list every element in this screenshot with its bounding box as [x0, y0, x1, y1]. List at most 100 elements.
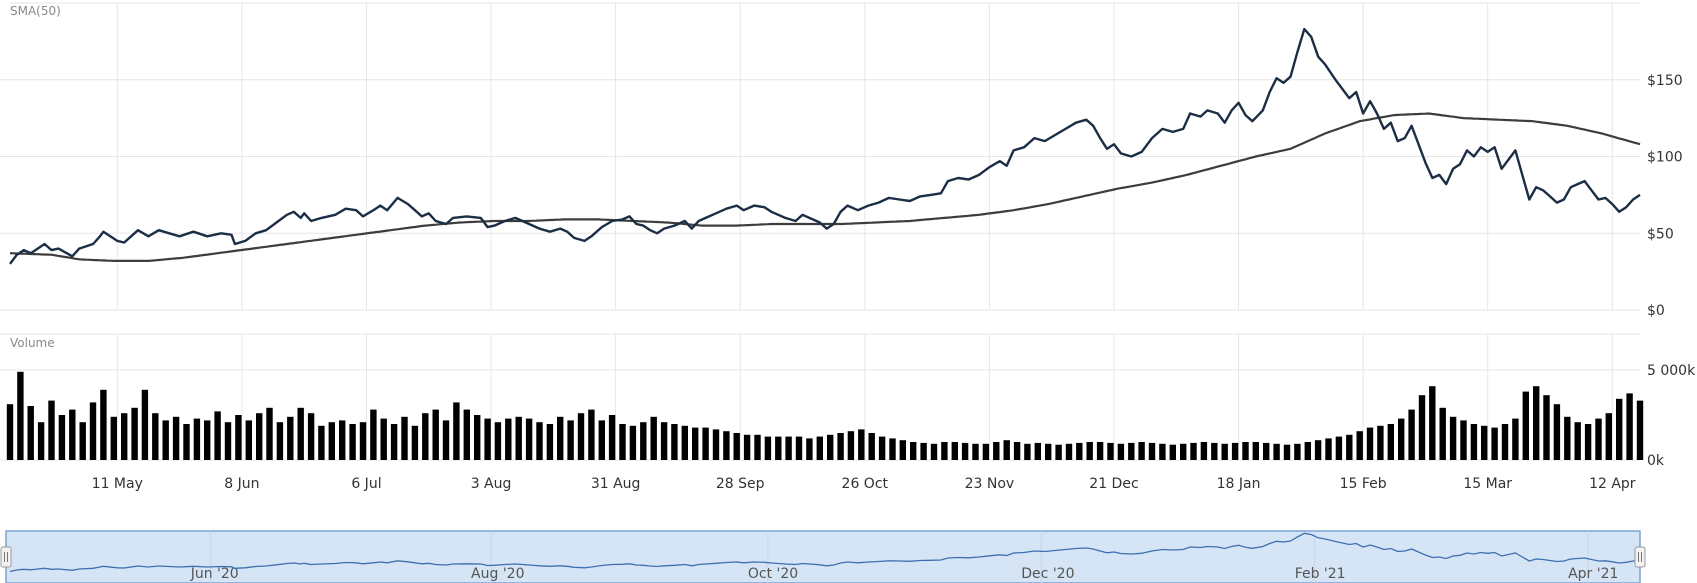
volume-bar	[1481, 425, 1488, 460]
volume-bar	[1180, 443, 1187, 460]
volume-bar	[1107, 442, 1114, 460]
volume-bar	[1449, 416, 1457, 460]
volume-bar	[1533, 386, 1540, 460]
volume-bar	[1273, 443, 1280, 460]
x-axis: 11 May 8 Jun 6 Jul 3 Aug 31 Aug 28 Sep 26 Oct 2…	[92, 476, 1636, 492]
volume-bar	[754, 434, 761, 460]
volume-bar	[1335, 436, 1343, 460]
x-tick-label: 8 Jun	[224, 476, 259, 492]
volume-bar	[702, 427, 709, 460]
volume-bar	[1055, 444, 1062, 460]
volume-bar	[48, 400, 55, 460]
volume-bar	[1377, 425, 1384, 460]
volume-bar	[256, 413, 263, 460]
volume-bar	[214, 411, 221, 460]
volume-bar	[245, 420, 252, 460]
x-tick-label: 12 Apr	[1589, 476, 1636, 492]
volume-bar	[1294, 443, 1301, 460]
x-tick-label: 11 May	[92, 476, 143, 492]
volume-bar	[827, 434, 834, 460]
volume-bar	[1024, 443, 1031, 460]
volume-bar	[1283, 444, 1291, 460]
volume-bar	[1065, 443, 1073, 460]
volume-bar	[297, 407, 304, 460]
volume-bar	[276, 422, 284, 460]
volume-bar	[505, 418, 512, 460]
volume-bar	[1076, 442, 1083, 460]
volume-bar	[235, 415, 242, 460]
volume-bar	[619, 424, 626, 460]
volume-bar	[1169, 444, 1176, 460]
volume-bar	[1522, 391, 1529, 460]
volume-bar	[961, 442, 969, 460]
volume-bar	[1346, 434, 1353, 460]
volume-bar	[131, 407, 138, 460]
volume-bar	[775, 436, 782, 460]
volume-bar	[1460, 420, 1467, 460]
volume-bar	[453, 402, 460, 460]
volume-bar	[795, 436, 803, 460]
volume-bar	[1034, 442, 1041, 460]
volume-bar	[1096, 442, 1104, 460]
volume-bar	[1356, 431, 1363, 460]
volume-bar	[69, 409, 76, 460]
volume-y-tick-label: 5 000k	[1647, 363, 1696, 379]
volume-bar	[1564, 416, 1571, 460]
volume-bar	[640, 422, 647, 460]
volume-bar	[1252, 442, 1259, 460]
volume-bar	[422, 413, 429, 460]
volume-bar	[121, 413, 128, 460]
volume-bar	[183, 424, 190, 460]
volume-bar	[484, 418, 491, 460]
price-y-axis: $0 $50 $100 $150	[1647, 73, 1683, 319]
volume-bar	[1574, 422, 1581, 460]
price-panel-grid	[0, 2, 1640, 311]
volume-bar	[1512, 418, 1519, 460]
volume-bar	[401, 416, 408, 460]
volume-bar	[816, 436, 823, 460]
volume-bar	[474, 415, 481, 460]
volume-bar	[110, 416, 117, 460]
volume-bar	[1616, 398, 1623, 460]
volume-bar	[920, 442, 927, 460]
volume-bar	[899, 440, 906, 460]
x-tick-label: 15 Mar	[1463, 476, 1512, 492]
volume-bar	[1605, 413, 1612, 460]
volume-bar	[889, 438, 896, 460]
volume-bar	[546, 424, 554, 460]
volume-bar	[1429, 386, 1436, 460]
volume-bar	[951, 442, 958, 460]
volume-bar	[1013, 442, 1021, 460]
navigator-window[interactable]	[5, 530, 1641, 583]
volume-bar	[266, 407, 273, 460]
x-tick-label: 21 Dec	[1089, 476, 1138, 492]
volume-bar	[1138, 442, 1145, 460]
navigator[interactable]: Jun '20 Aug '20 Oct '20 Dec '20 Feb '21 Apr '…	[0, 530, 1646, 583]
navigator-label: Jun '20	[190, 566, 239, 582]
navigator-right-handle[interactable]	[1634, 546, 1646, 568]
x-tick-label: 31 Aug	[591, 476, 641, 492]
volume-bar	[328, 422, 335, 460]
navigator-labels: Jun '20 Aug '20 Oct '20 Dec '20 Feb '21 Apr '…	[190, 531, 1618, 583]
volume-bar	[671, 424, 678, 460]
volume-bar	[6, 404, 14, 460]
volume-bar	[370, 409, 377, 460]
volume-bar	[1190, 442, 1197, 460]
volume-bar	[1543, 395, 1550, 460]
volume-bar	[1200, 442, 1208, 460]
volume-bar	[1221, 443, 1228, 460]
volume-bar	[764, 436, 772, 460]
volume-bar	[847, 431, 855, 460]
navigator-handle-grip	[1634, 546, 1646, 568]
volume-bar	[390, 424, 398, 460]
volume-bar	[1501, 424, 1509, 460]
volume-bar	[1231, 442, 1239, 460]
sma-series-line	[9, 112, 1641, 262]
volume-bar	[1636, 400, 1644, 460]
navigator-left-handle[interactable]	[0, 546, 12, 568]
navigator-handle-grip	[0, 546, 12, 568]
volume-bar	[743, 434, 751, 460]
volume-bar	[858, 429, 865, 460]
volume-bar	[785, 436, 792, 460]
